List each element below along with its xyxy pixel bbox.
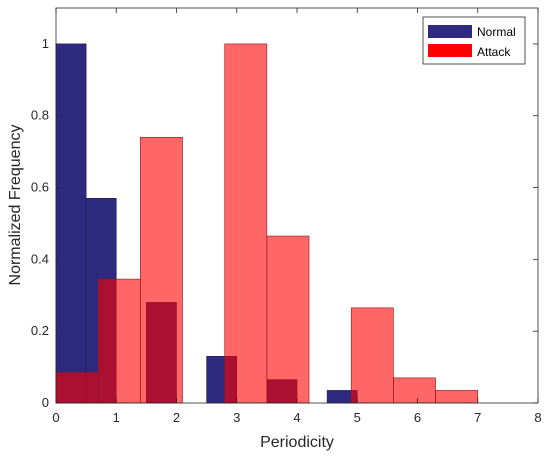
x-tick-label: 0 — [52, 410, 59, 425]
x-tick-label: 8 — [534, 410, 541, 425]
x-tick-label: 7 — [474, 410, 481, 425]
attack-bar-5 — [266, 235, 310, 404]
y-tick-label: 0.8 — [31, 108, 49, 123]
attack-bar-8 — [393, 377, 436, 404]
y-axis-ticks: 0 0.2 0.4 0.6 0.8 1 — [31, 36, 538, 410]
attack-bar-2 — [140, 136, 183, 404]
y-tick-label: 1 — [42, 36, 49, 51]
attack-series — [55, 43, 479, 404]
x-axis-ticks: 0 1 2 3 4 5 6 7 8 — [52, 8, 542, 425]
legend-swatch-attack — [428, 44, 472, 57]
x-tick-label: 1 — [113, 410, 120, 425]
x-tick-label: 6 — [414, 410, 421, 425]
attack-bar-0 — [55, 372, 99, 404]
normal-bar-0 — [55, 43, 87, 404]
y-tick-label: 0.2 — [31, 323, 49, 338]
legend: Normal Attack — [422, 16, 526, 65]
attack-bar-9 — [435, 390, 479, 404]
y-tick-label: 0.6 — [31, 180, 49, 195]
x-tick-label: 2 — [173, 410, 180, 425]
legend-label-normal: Normal — [477, 25, 516, 39]
attack-bar-4 — [224, 43, 268, 404]
attack-bar-7 — [350, 307, 394, 404]
attack-bar-1 — [97, 278, 141, 404]
y-tick-label: 0 — [42, 395, 49, 410]
x-axis-label: Periodicity — [260, 434, 334, 451]
x-tick-label: 5 — [354, 410, 361, 425]
x-tick-label: 3 — [233, 410, 240, 425]
legend-label-attack: Attack — [477, 45, 511, 59]
legend-swatch-normal — [428, 25, 472, 38]
y-tick-label: 0.4 — [31, 251, 49, 266]
y-axis-label: Normalized Frequency — [7, 125, 24, 286]
x-tick-label: 4 — [293, 410, 300, 425]
